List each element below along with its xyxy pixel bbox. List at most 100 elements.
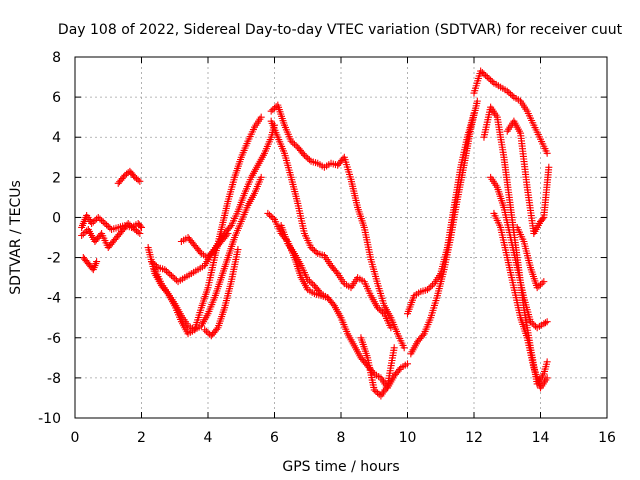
data-point xyxy=(98,216,106,224)
y-tick-label: 6 xyxy=(52,90,61,106)
data-point xyxy=(167,272,175,280)
data-point xyxy=(483,73,491,81)
data-point xyxy=(269,106,277,114)
data-point xyxy=(126,221,134,229)
data-point xyxy=(196,248,204,256)
data-point xyxy=(485,75,493,83)
x-tick-label: 8 xyxy=(337,430,346,446)
data-point xyxy=(543,374,551,382)
data-point xyxy=(202,327,210,335)
data-point xyxy=(528,319,536,327)
x-tick-label: 12 xyxy=(465,430,483,446)
y-tick-label: 4 xyxy=(52,130,61,146)
data-point xyxy=(136,177,144,185)
data-point xyxy=(120,173,128,181)
data-point xyxy=(101,219,109,227)
data-point xyxy=(428,281,436,289)
y-tick-label: 0 xyxy=(52,210,61,226)
data-point xyxy=(307,244,315,252)
data-point xyxy=(374,389,382,397)
data-point xyxy=(164,269,172,277)
data-point xyxy=(204,329,212,337)
data-point xyxy=(128,222,136,230)
data-point xyxy=(287,137,295,145)
data-point xyxy=(166,270,174,278)
data-point xyxy=(104,222,112,230)
y-tick-label: -6 xyxy=(47,331,61,347)
data-point xyxy=(223,231,231,239)
data-point xyxy=(425,284,433,292)
data-point xyxy=(310,247,318,255)
data-point xyxy=(309,280,317,288)
data-point xyxy=(271,104,278,112)
data-point xyxy=(543,358,551,366)
x-tick-label: 2 xyxy=(137,430,146,446)
data-point xyxy=(329,300,337,308)
data-point xyxy=(93,258,101,266)
x-tick-label: 14 xyxy=(532,430,550,446)
data-point xyxy=(81,228,89,236)
data-point xyxy=(226,223,234,231)
data-point xyxy=(545,163,553,171)
data-point xyxy=(533,284,541,292)
chart-title: Day 108 of 2022, Sidereal Day-to-day VTE… xyxy=(58,22,623,38)
data-point xyxy=(79,230,87,238)
data-point xyxy=(400,344,408,352)
data-point xyxy=(470,109,478,117)
axis-ticks: 0 2 4 6 8 10 12 14 16 -10 -8 -6 -4 -2 0 2 4 6 8 xyxy=(38,50,616,446)
data-point xyxy=(299,150,307,158)
data-point xyxy=(136,229,144,237)
data-point xyxy=(161,266,169,274)
data-point xyxy=(541,319,549,327)
data-point xyxy=(106,224,114,232)
y-tick-label: -4 xyxy=(47,291,61,307)
data-point xyxy=(316,288,324,296)
data-point xyxy=(257,173,265,181)
data-point xyxy=(147,258,155,266)
data-point xyxy=(103,221,111,229)
data-point xyxy=(543,318,551,326)
data-point xyxy=(508,92,516,100)
data-point xyxy=(505,89,513,97)
data-point xyxy=(372,387,380,395)
data-point xyxy=(234,246,242,254)
y-tick-label: 8 xyxy=(52,50,61,66)
data-point xyxy=(78,231,86,239)
data-point xyxy=(379,308,387,316)
data-point xyxy=(387,324,395,332)
data-point xyxy=(530,321,538,329)
x-axis-label: GPS time / hours xyxy=(282,459,399,475)
data-point xyxy=(99,218,107,226)
data-point xyxy=(377,307,385,315)
data-point xyxy=(537,281,544,289)
y-tick-label: -8 xyxy=(47,371,61,387)
data-point xyxy=(304,154,312,162)
data-point xyxy=(473,97,481,105)
data-point xyxy=(302,153,310,161)
data-point xyxy=(538,279,546,287)
data-point xyxy=(488,78,496,86)
data-point xyxy=(305,277,313,285)
data-point xyxy=(427,283,435,291)
data-point xyxy=(540,278,548,286)
y-axis-label: SDTVAR / TECUs xyxy=(8,180,24,295)
data-point xyxy=(264,209,272,217)
data-point xyxy=(423,286,431,294)
data-point xyxy=(527,318,535,326)
data-point xyxy=(257,113,265,121)
data-point xyxy=(312,248,320,256)
data-point xyxy=(91,216,99,224)
data-point xyxy=(169,273,177,281)
data-point xyxy=(94,213,102,221)
data-point xyxy=(404,360,411,368)
data-point xyxy=(535,282,543,290)
data-point xyxy=(138,223,145,231)
y-tick-label: 2 xyxy=(52,170,61,186)
data-points xyxy=(78,67,553,400)
data-point xyxy=(507,90,515,98)
data-point xyxy=(480,70,488,78)
y-tick-label: -10 xyxy=(38,411,61,427)
data-point xyxy=(269,214,277,222)
data-point xyxy=(266,211,274,219)
data-point xyxy=(539,215,547,223)
